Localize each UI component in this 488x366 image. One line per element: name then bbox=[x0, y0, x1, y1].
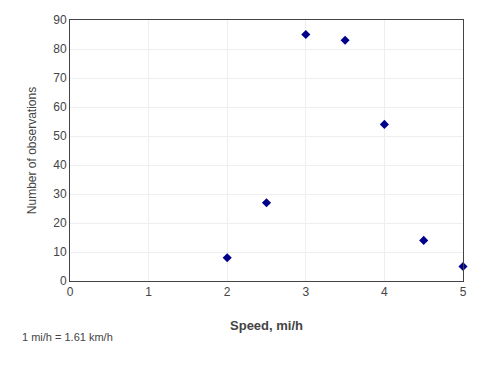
svg-text:10: 10 bbox=[53, 245, 67, 259]
svg-text:4: 4 bbox=[381, 285, 388, 299]
svg-text:30: 30 bbox=[53, 187, 67, 201]
svg-text:0: 0 bbox=[67, 285, 74, 299]
svg-text:5: 5 bbox=[460, 285, 467, 299]
svg-text:2: 2 bbox=[224, 285, 231, 299]
svg-text:1: 1 bbox=[145, 285, 152, 299]
svg-text:1 mi/h = 1.61 km/h: 1 mi/h = 1.61 km/h bbox=[22, 331, 113, 343]
svg-text:Speed, mi/h: Speed, mi/h bbox=[230, 318, 303, 333]
svg-text:40: 40 bbox=[53, 158, 67, 172]
svg-text:20: 20 bbox=[53, 216, 67, 230]
svg-text:70: 70 bbox=[53, 71, 67, 85]
svg-text:3: 3 bbox=[302, 285, 309, 299]
svg-text:90: 90 bbox=[53, 13, 67, 27]
svg-text:60: 60 bbox=[53, 100, 67, 114]
svg-text:Number of observations: Number of observations bbox=[25, 87, 39, 214]
svg-text:80: 80 bbox=[53, 42, 67, 56]
svg-text:0: 0 bbox=[60, 274, 67, 288]
svg-text:50: 50 bbox=[53, 129, 67, 143]
